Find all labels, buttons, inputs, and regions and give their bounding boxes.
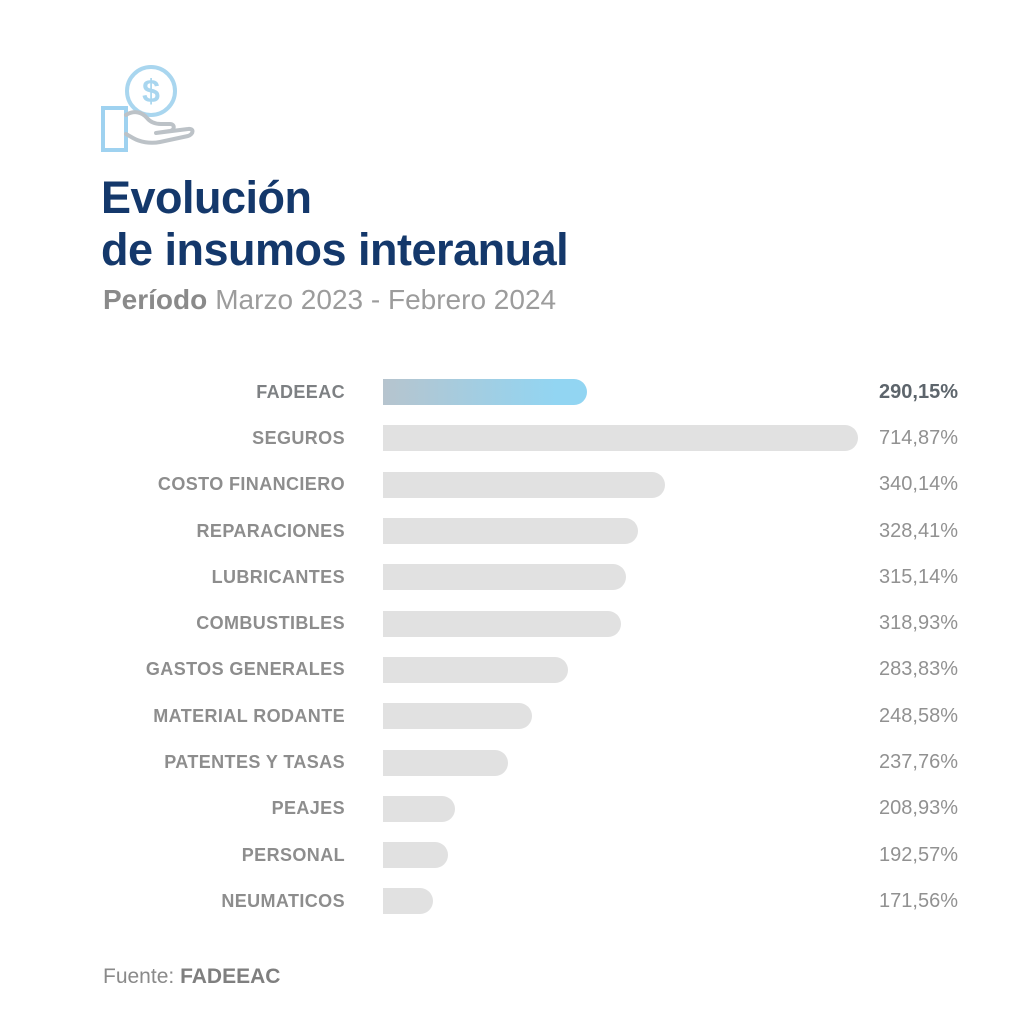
row-label: GASTOS GENERALES bbox=[145, 659, 345, 680]
row-label: FADEEAC bbox=[256, 381, 345, 402]
bar bbox=[383, 564, 626, 591]
bar bbox=[383, 703, 532, 730]
bar bbox=[383, 379, 587, 406]
row-value: 237,76% bbox=[879, 751, 958, 774]
source-label: Fuente: bbox=[103, 965, 175, 988]
row-label: COSTO FINANCIERO bbox=[157, 474, 345, 495]
chart-row: NEUMATICOS 171,56% bbox=[0, 878, 1024, 924]
dollar-sign: $ bbox=[142, 73, 160, 109]
page-title: Evolución de insumos interanual bbox=[101, 172, 569, 276]
bar bbox=[383, 471, 665, 498]
cuff-rect bbox=[101, 106, 128, 152]
chart-row: PEAJES 208,93% bbox=[0, 786, 1024, 832]
hand-path bbox=[124, 110, 195, 145]
bar-track bbox=[383, 703, 863, 730]
chart-row: SEGUROS 714,87% bbox=[0, 415, 1024, 461]
bar-chart: FADEEAC 290,15% SEGUROS 714,87% COSTO FINANC… bbox=[0, 369, 1024, 925]
bar bbox=[383, 842, 448, 869]
bar-track bbox=[383, 425, 863, 452]
chart-row: PERSONAL 192,57% bbox=[0, 832, 1024, 878]
bar-track bbox=[383, 888, 863, 915]
title-line-1: Evolución bbox=[101, 172, 312, 223]
chart-row: PATENTES Y TASAS 237,76% bbox=[0, 739, 1024, 785]
row-value: 328,41% bbox=[879, 519, 958, 542]
source-footer: Fuente: FADEEAC bbox=[103, 965, 280, 989]
row-value: 171,56% bbox=[879, 889, 958, 912]
bar-track bbox=[383, 749, 863, 776]
chart-row: COMBUSTIBLES 318,93% bbox=[0, 600, 1024, 646]
row-label: PEAJES bbox=[271, 798, 345, 819]
title-line-2: de insumos interanual bbox=[101, 224, 569, 275]
chart-row: GASTOS GENERALES 283,83% bbox=[0, 647, 1024, 693]
source-value: FADEEAC bbox=[180, 965, 281, 988]
chart-row: REPARACIONES 328,41% bbox=[0, 508, 1024, 554]
row-label: PATENTES Y TASAS bbox=[164, 752, 345, 773]
row-value: 340,14% bbox=[879, 473, 958, 496]
row-value: 192,57% bbox=[879, 843, 958, 866]
period-label: Período bbox=[103, 284, 208, 315]
row-value: 248,58% bbox=[879, 704, 958, 727]
hand-coin-icon: $ bbox=[98, 62, 202, 154]
bar-track bbox=[383, 564, 863, 591]
chart-row: COSTO FINANCIERO 340,14% bbox=[0, 462, 1024, 508]
row-value: 315,14% bbox=[879, 565, 958, 588]
period-subtitle: Período Marzo 2023 - Febrero 2024 bbox=[103, 284, 556, 316]
bar-track bbox=[383, 842, 863, 869]
row-label: REPARACIONES bbox=[196, 520, 345, 541]
row-label: SEGUROS bbox=[252, 427, 345, 448]
hand-coin-svg: $ bbox=[101, 65, 195, 152]
row-label: NEUMATICOS bbox=[221, 890, 345, 911]
row-value: 714,87% bbox=[879, 426, 958, 449]
bar bbox=[383, 610, 621, 637]
coin-circle bbox=[125, 65, 177, 117]
bar bbox=[383, 518, 638, 545]
period-value: Marzo 2023 - Febrero 2024 bbox=[215, 284, 557, 315]
bar-track bbox=[383, 610, 863, 637]
row-label: COMBUSTIBLES bbox=[196, 613, 345, 634]
bar-track bbox=[383, 518, 863, 545]
bar-track bbox=[383, 471, 863, 498]
bar-track bbox=[383, 795, 863, 822]
row-value: 208,93% bbox=[879, 797, 958, 820]
bar-track bbox=[383, 656, 863, 683]
bar bbox=[383, 749, 508, 776]
bar-track bbox=[383, 379, 863, 406]
bar bbox=[383, 425, 858, 452]
row-value: 290,15% bbox=[879, 380, 958, 403]
row-label: PERSONAL bbox=[241, 844, 345, 865]
chart-row: LUBRICANTES 315,14% bbox=[0, 554, 1024, 600]
bar bbox=[383, 888, 433, 915]
bar bbox=[383, 656, 568, 683]
row-label: LUBRICANTES bbox=[211, 566, 345, 587]
chart-row: MATERIAL RODANTE 248,58% bbox=[0, 693, 1024, 739]
row-value: 283,83% bbox=[879, 658, 958, 681]
row-value: 318,93% bbox=[879, 612, 958, 635]
row-label: MATERIAL RODANTE bbox=[153, 705, 345, 726]
chart-row: FADEEAC 290,15% bbox=[0, 369, 1024, 415]
bar bbox=[383, 795, 455, 822]
